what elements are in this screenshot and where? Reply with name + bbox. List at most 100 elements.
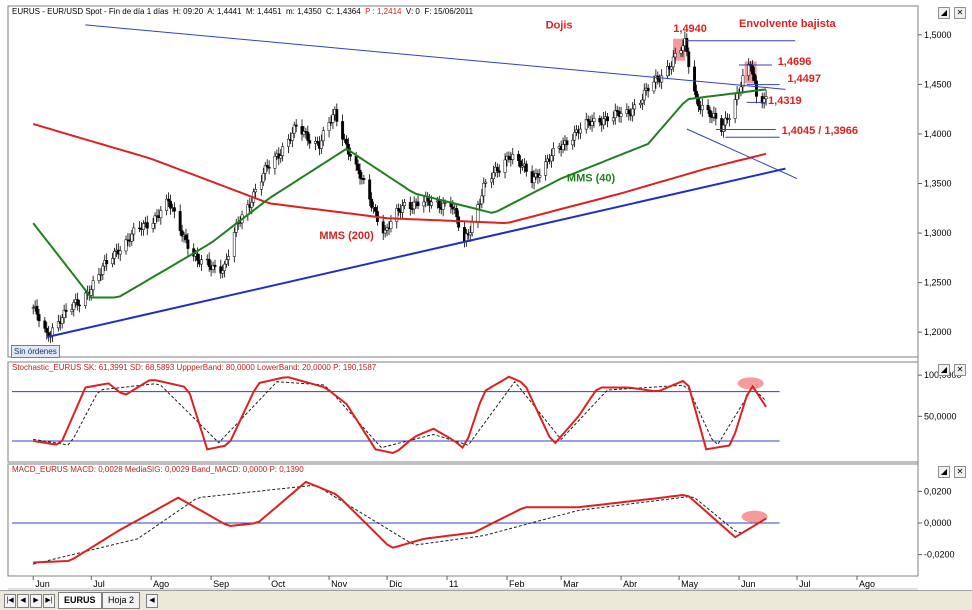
candle-body: [196, 253, 200, 261]
candle-body: [250, 202, 254, 208]
candle-body: [741, 75, 745, 88]
candle-body: [619, 113, 623, 117]
x-tick-label: Nov: [331, 579, 348, 589]
candle-body: [532, 176, 536, 184]
sheet-tab-bar: |◀ ◀ ▶ ▶| EURUS Hoja 2 ◀: [0, 590, 972, 610]
candle-body: [408, 201, 412, 210]
pin-button-macd[interactable]: ◢: [938, 466, 950, 478]
candle-body: [180, 230, 184, 237]
low-label: m: 1,4350: [285, 7, 322, 16]
candle-body: [401, 205, 405, 213]
high-label: M: 1,4451: [245, 7, 282, 16]
annotation-label: MMS (200): [319, 230, 374, 242]
candle-body: [507, 155, 511, 160]
tab-eurus[interactable]: EURUS: [58, 592, 102, 609]
candle-body: [300, 126, 304, 135]
macd-highlight: [741, 510, 768, 523]
tab-hoja-2[interactable]: Hoja 2: [102, 592, 141, 609]
x-tick-label: May: [681, 579, 699, 589]
candle-body: [700, 104, 704, 111]
candle-body: [660, 75, 664, 83]
candle-body: [598, 118, 602, 123]
candle-body: [167, 198, 171, 202]
candle-body: [221, 270, 225, 274]
price-y-tick-label: 1,4000: [924, 129, 952, 139]
candle-body: [199, 259, 203, 265]
candle-body: [178, 211, 182, 231]
candle-body: [261, 173, 265, 183]
price-y-tick-label: 1,4500: [924, 79, 952, 89]
candle-body: [370, 198, 374, 208]
stochastic-sk-line: [33, 375, 767, 455]
candle-body: [225, 259, 229, 265]
x-tick-label: Jul: [93, 579, 105, 589]
candle-body: [606, 116, 609, 122]
candle-body: [341, 121, 345, 140]
candle-body: [573, 132, 577, 141]
candle-body: [590, 121, 594, 126]
annotation-label: Envolvente bajista: [739, 18, 836, 30]
macd-line: [33, 480, 767, 564]
candle-body: [693, 66, 697, 92]
candle-body: [696, 97, 700, 107]
date-label: F: 15/06/2011: [424, 7, 474, 16]
candle-body: [708, 109, 712, 118]
candle-body: [627, 109, 631, 114]
candle-body: [91, 280, 95, 290]
candle-body: [544, 161, 548, 176]
close-button-stochastic[interactable]: ✕: [954, 364, 966, 376]
candle-body: [319, 140, 323, 149]
candle-body: [631, 108, 635, 117]
x-tick-label: Abr: [623, 579, 637, 589]
candle-body: [31, 307, 35, 309]
candle-body: [571, 139, 575, 146]
close-button-price[interactable]: ✕: [954, 7, 966, 19]
orders-badge: Sin órdenes: [11, 345, 60, 358]
candle-body: [184, 234, 188, 241]
prev-sheet-button[interactable]: ◀: [17, 594, 29, 608]
candle-body: [491, 172, 495, 179]
candle-body: [368, 179, 372, 200]
candle-body: [321, 130, 325, 142]
price-y-tick-label: 1,3500: [924, 179, 952, 189]
last-sheet-button[interactable]: ▶|: [43, 594, 55, 608]
x-tick-label: Sep: [213, 579, 229, 589]
stochastic-y-tick-label: 50,0000: [924, 411, 957, 421]
next-sheet-button[interactable]: ▶: [30, 594, 42, 608]
volume-label: V: 0: [405, 7, 420, 16]
candle-body: [611, 117, 615, 122]
candle-body: [331, 114, 335, 123]
candle-body: [602, 118, 606, 126]
pin-button-stochastic[interactable]: ◢: [938, 364, 950, 376]
macd-y-tick-label: 0,0200: [924, 486, 952, 496]
candle-body: [550, 155, 553, 162]
pin-button-price[interactable]: ◢: [938, 7, 950, 19]
candle-body: [287, 138, 290, 147]
candle-body: [374, 207, 377, 212]
candle-body: [579, 128, 582, 134]
candle-body: [695, 90, 698, 99]
annotation-label: 1,4319: [768, 95, 802, 107]
ma40-line: [32, 88, 767, 299]
candle-body: [642, 90, 646, 101]
first-sheet-button[interactable]: |◀: [4, 594, 16, 608]
candle-body: [538, 175, 542, 178]
candle-body: [292, 124, 296, 134]
trend-line: [46, 167, 786, 339]
candle-body: [615, 110, 619, 112]
scroll-left-button[interactable]: ◀: [146, 594, 158, 608]
close-button-macd[interactable]: ✕: [954, 466, 966, 478]
candle-body: [99, 274, 103, 276]
candle-body: [72, 302, 76, 310]
x-tick-label: 11: [449, 579, 458, 589]
candle-body: [172, 207, 176, 212]
candle-body: [354, 156, 358, 165]
candle-body: [43, 320, 47, 329]
candle-body: [153, 215, 157, 224]
x-tick-label: Ago: [859, 579, 875, 589]
candle-body: [714, 113, 718, 119]
candle-body: [764, 96, 768, 100]
candle-body: [290, 132, 294, 141]
candle-body: [403, 201, 406, 206]
candle-body: [169, 200, 172, 209]
